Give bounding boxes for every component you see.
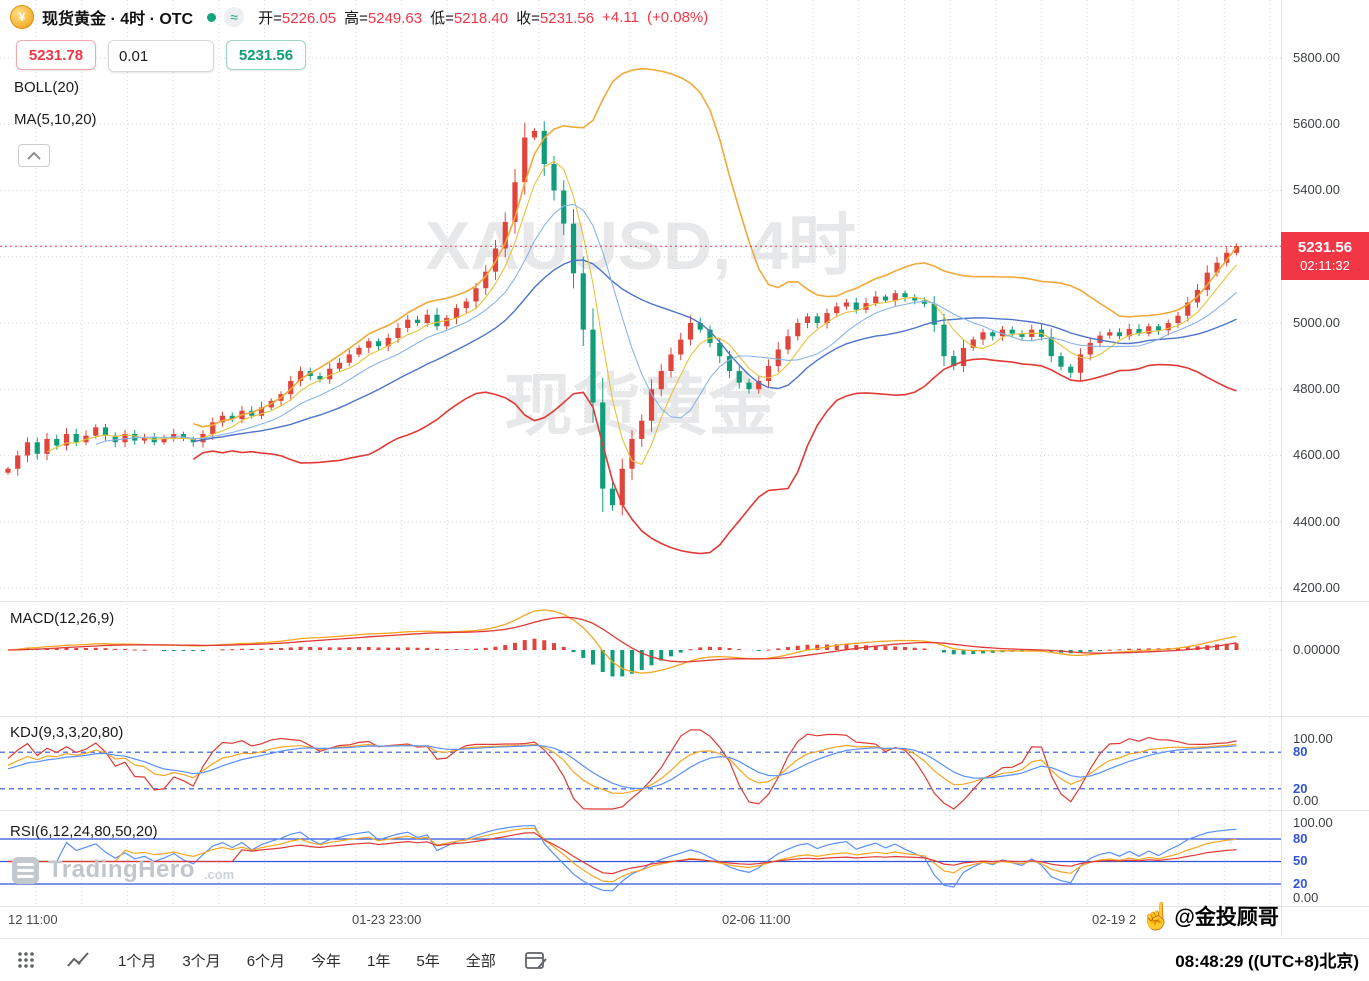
price-tick-4400: 4400.00	[1293, 514, 1340, 529]
current-price-tag: 5231.56 02:11:32	[1281, 232, 1369, 280]
market-status-dot-icon	[207, 12, 217, 22]
kdj-0-label: 0.00	[1293, 793, 1319, 808]
ohlc-high: 高=5249.63	[344, 9, 423, 27]
tradinghero-logo-icon	[12, 856, 39, 884]
ma-indicator-label: MA(5,10,20)	[14, 111, 97, 128]
pane-separator	[0, 810, 1369, 811]
pane-separator	[0, 601, 1369, 602]
time-label-1: 12 11:00	[8, 912, 58, 927]
apps-grid-icon	[18, 952, 34, 968]
price-tick-5600: 5600.00	[1293, 116, 1340, 131]
bottom-clock: 08:48:29 ((UTC+8)北京)	[1175, 952, 1359, 971]
kdj-80-label: 80	[1293, 744, 1308, 759]
kdj-100-label: 100.00	[1293, 731, 1333, 746]
pane-separator	[0, 906, 1369, 907]
period-button-5y[interactable]: 5年	[416, 948, 439, 973]
chevron-up-icon	[27, 151, 41, 160]
period-button-1m[interactable]: 1个月	[118, 948, 156, 973]
hand-icon: ☝	[1140, 901, 1173, 931]
rsi-50-label: 50	[1293, 853, 1308, 868]
rsi-0-label: 0.00	[1293, 890, 1319, 905]
period-button-6m[interactable]: 6个月	[247, 948, 285, 973]
boll-indicator-label: BOLL(20)	[14, 79, 80, 96]
price-tick-5400: 5400.00	[1293, 182, 1340, 197]
apps-grid-button[interactable]	[14, 948, 38, 972]
price-tick-5000: 5000.00	[1293, 315, 1340, 330]
price-tick-4600: 4600.00	[1293, 447, 1340, 462]
price-tick-4200: 4200.00	[1293, 580, 1340, 595]
period-button-ytd[interactable]: 今年	[311, 948, 341, 973]
period-button-all[interactable]: 全部	[466, 948, 496, 973]
calendar-edit-icon	[524, 952, 547, 969]
pane-separator	[0, 716, 1369, 717]
kdj-20-label: 20	[1293, 781, 1308, 796]
time-label-2: 01-23 23:00	[352, 912, 422, 927]
symbol-title: 现货黄金 · 4时 · OTC	[42, 11, 194, 28]
macd-zero-label: 0.00000	[1293, 642, 1340, 657]
symbol-header: ¥ 现货黄金 · 4时 · OTC ≈ 开=5226.05 高=5249.63 …	[10, 5, 708, 29]
sell-price-button[interactable]: 5231.78	[16, 40, 96, 70]
macd-pane[interactable]	[0, 604, 1281, 716]
price-tick-4800: 4800.00	[1293, 381, 1340, 396]
time-label-3: 02-06 11:00	[722, 912, 791, 927]
price-tick-5800: 5800.00	[1293, 50, 1340, 65]
macd-pane-label: MACD(12,26,9)	[10, 610, 115, 627]
rsi-80-label: 80	[1293, 831, 1308, 846]
chart-type-button[interactable]	[64, 948, 92, 972]
tradinghero-brand: TradingHero	[48, 856, 195, 883]
main-price-chart[interactable]	[0, 0, 1281, 599]
price-axis-scale[interactable]	[1281, 0, 1369, 936]
kdj-pane[interactable]	[0, 717, 1281, 811]
price-change: +4.11	[602, 8, 639, 26]
collapse-panel-button[interactable]	[18, 144, 50, 167]
bottom-toolbar: 1个月 3个月 6个月 今年 1年 5年 全部	[0, 938, 1369, 981]
ohlc-low: 低=5218.40	[430, 9, 509, 27]
ohlc-close: 收=5231.56	[516, 9, 595, 27]
quantity-input[interactable]: 0.01	[108, 40, 214, 72]
line-chart-icon	[67, 952, 89, 967]
gold-coin-icon: ¥	[10, 5, 34, 29]
rsi-pane-label: RSI(6,12,24,80,50,20)	[10, 823, 158, 840]
ohlc-open: 开=5226.05	[258, 9, 337, 27]
author-handle: @金投顾哥	[1174, 906, 1279, 929]
author-watermark: ☝ @金投顾哥	[1140, 901, 1279, 931]
rsi-20-label: 20	[1293, 876, 1308, 891]
period-button-1y[interactable]: 1年	[367, 948, 390, 973]
price-change-percent: (+0.08%)	[646, 8, 709, 26]
time-label-4: 02-19 2	[1092, 912, 1137, 927]
rsi-100-label: 100.00	[1293, 815, 1333, 830]
buy-price-button[interactable]: 5231.56	[226, 40, 306, 70]
custom-range-button[interactable]	[522, 947, 550, 973]
period-button-3m[interactable]: 3个月	[182, 948, 220, 973]
trade-panel: 5231.78 0.01 5231.56	[16, 40, 306, 72]
current-price-value: 5231.56	[1297, 239, 1353, 256]
countdown-timer: 02:11:32	[1300, 258, 1350, 273]
approx-badge-icon: ≈	[224, 7, 245, 27]
rsi-pane[interactable]	[0, 811, 1281, 906]
kdj-pane-label: KDJ(9,3,3,20,80)	[10, 724, 124, 741]
tradinghero-suffix: .com	[203, 867, 235, 882]
tradinghero-watermark: TradingHero .com	[12, 856, 234, 884]
